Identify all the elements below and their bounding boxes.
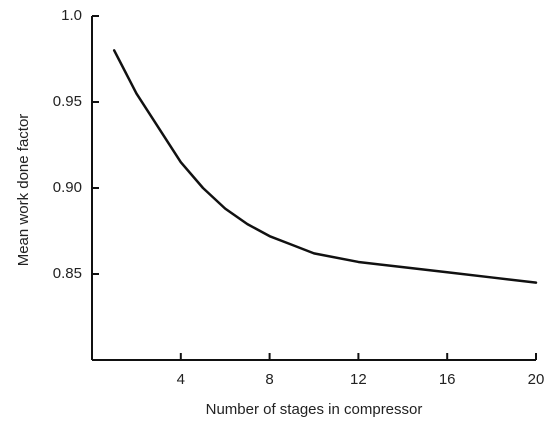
x-tick-label: 12	[350, 371, 367, 388]
x-tick-label: 4	[177, 371, 185, 388]
y-tick-label: 0.90	[53, 179, 82, 196]
x-tick-label: 20	[528, 371, 545, 388]
x-tick-label: 8	[265, 371, 273, 388]
y-tick-label: 0.85	[53, 265, 82, 282]
line	[112, 49, 538, 284]
y-tick-label: 1.0	[61, 7, 82, 24]
y-tick-label: 0.95	[53, 93, 82, 110]
y-axis-label: Mean work done factor	[15, 114, 32, 267]
x-tick-label: 16	[439, 371, 456, 388]
x-axis-label: Number of stages in compressor	[206, 401, 423, 418]
